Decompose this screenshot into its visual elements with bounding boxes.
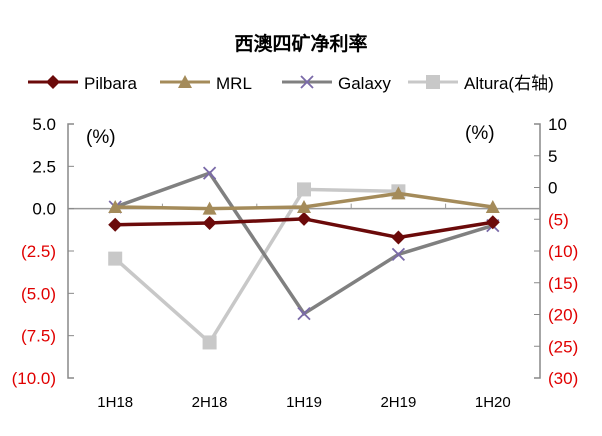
triangle-marker: [297, 199, 311, 213]
x-marker: [297, 307, 311, 321]
right-axis-unit: (%): [465, 123, 495, 144]
series-line-altura: [114, 187, 399, 346]
left-tick-label: (7.5): [21, 327, 56, 346]
square-marker: [297, 182, 311, 197]
left-axis-unit: (%): [86, 127, 116, 148]
legend-label: Pilbara: [84, 74, 137, 93]
square-marker: [202, 335, 217, 350]
triangle-marker: [202, 201, 217, 215]
right-tick-label: (15): [548, 274, 578, 293]
right-tick-label: (5): [548, 210, 569, 229]
diamond-marker: [108, 217, 123, 232]
triangle-marker: [178, 75, 192, 88]
legend-label: MRL: [216, 74, 252, 93]
triangle-marker: [108, 199, 123, 213]
left-tick-label: (5.0): [21, 284, 56, 303]
diamond-marker: [485, 215, 500, 230]
legend-label: Galaxy: [338, 74, 391, 93]
right-tick-label: (20): [548, 306, 578, 325]
chart-title: 西澳四矿净利率: [234, 32, 367, 55]
left-tick-label: (10.0): [12, 369, 56, 388]
left-tick-label: 0.0: [32, 200, 56, 219]
square-marker: [426, 75, 440, 89]
right-tick-label: (30): [548, 369, 578, 388]
x-marker: [202, 166, 217, 180]
diamond-marker: [46, 75, 60, 89]
right-tick-label: 5: [548, 147, 557, 166]
triangle-marker: [391, 186, 406, 200]
x-tick-label: 1H18: [97, 394, 133, 411]
x-tick-label: 1H20: [475, 394, 511, 411]
square-marker: [108, 251, 123, 266]
diamond-marker: [391, 230, 406, 245]
x-tick-label: 2H19: [380, 394, 416, 411]
left-tick-label: (2.5): [21, 242, 56, 261]
left-tick-label: 2.5: [32, 157, 56, 176]
legend-label: Altura(右轴): [464, 74, 554, 93]
diamond-marker: [202, 216, 217, 231]
triangle-marker: [485, 199, 500, 213]
right-tick-label: 0: [548, 179, 557, 198]
right-tick-label: (10): [548, 242, 578, 261]
x-marker: [391, 247, 406, 262]
right-tick-label: (25): [548, 337, 578, 356]
left-tick-label: 5.0: [32, 115, 56, 134]
x-marker: [300, 75, 314, 89]
right-tick-label: 10: [548, 115, 567, 134]
x-tick-label: 1H19: [286, 394, 322, 411]
x-tick-label: 2H18: [192, 394, 228, 411]
diamond-marker: [297, 211, 311, 226]
